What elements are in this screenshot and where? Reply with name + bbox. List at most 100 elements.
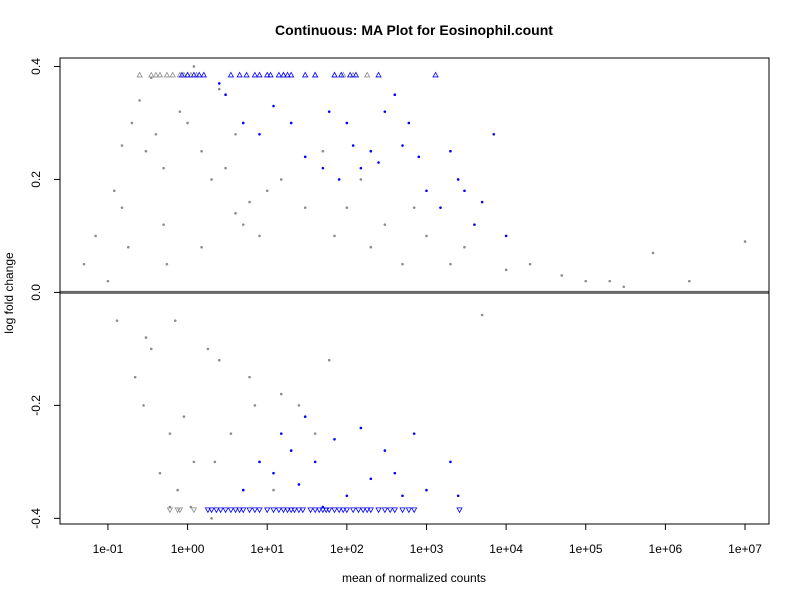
- clipped-point-up: [156, 71, 164, 78]
- data-point: [200, 149, 203, 153]
- data-point: [345, 206, 349, 209]
- data-point: [321, 149, 325, 153]
- series-not-significant: [82, 65, 747, 520]
- data-point: [297, 483, 301, 486]
- y-tick-label: 0.2: [29, 171, 43, 188]
- clipped-point-up: [196, 71, 203, 78]
- data-point: [449, 262, 452, 266]
- data-point: [359, 178, 363, 181]
- clipped-point-up: [169, 71, 176, 78]
- chart-title: Continuous: MA Plot for Eosinophil.count: [275, 22, 553, 38]
- y-tick-label: 0.4: [29, 58, 43, 75]
- data-point: [224, 166, 227, 170]
- data-point: [369, 149, 373, 153]
- data-point: [158, 471, 162, 475]
- data-point: [82, 262, 86, 266]
- series-significant-clipped-top: [178, 71, 439, 78]
- clipped-point-down: [316, 507, 323, 514]
- clipped-point-up: [200, 71, 208, 78]
- clipped-point-down: [190, 507, 198, 514]
- clipped-point-down: [176, 507, 184, 514]
- data-point: [234, 132, 237, 136]
- data-point: [106, 279, 110, 283]
- data-point: [393, 93, 397, 97]
- clipped-point-up: [256, 71, 263, 78]
- clipped-point-up: [280, 71, 287, 78]
- clipped-point-down: [375, 507, 382, 514]
- clipped-point-up: [288, 71, 295, 78]
- data-point: [178, 110, 182, 113]
- clipped-point-down: [381, 507, 389, 514]
- data-point: [337, 178, 341, 181]
- clipped-point-up: [363, 71, 371, 78]
- clipped-point-down: [456, 507, 463, 514]
- y-tick-label: -0.2: [29, 395, 43, 416]
- clipped-point-down: [386, 507, 394, 514]
- data-point: [377, 161, 380, 164]
- data-point: [313, 460, 317, 464]
- data-point: [351, 144, 355, 147]
- y-tick-label: 0.0: [29, 284, 43, 301]
- data-point: [327, 110, 331, 113]
- data-point: [112, 189, 116, 193]
- axes-layer: 1e-01 1e+00 1e+01 1e+02 1e+03 1e+04 1e+05 1e+06…: [29, 58, 762, 556]
- data-point: [130, 121, 134, 125]
- y-axis-title: log fold change: [2, 252, 16, 334]
- data-point: [303, 155, 307, 159]
- data-point: [272, 471, 275, 475]
- data-point: [272, 488, 275, 492]
- data-point: [138, 99, 141, 102]
- data-point: [217, 87, 221, 91]
- data-point: [210, 517, 213, 520]
- data-point: [369, 245, 373, 249]
- clipped-point-down: [343, 507, 351, 514]
- data-point: [279, 392, 283, 396]
- data-point: [297, 404, 301, 407]
- clipped-point-up: [243, 71, 250, 78]
- data-point: [253, 404, 257, 407]
- data-point: [133, 375, 137, 379]
- data-point: [417, 155, 421, 159]
- data-point: [560, 274, 564, 277]
- data-point: [313, 432, 317, 435]
- clipped-point-down: [355, 507, 362, 514]
- data-point: [115, 319, 119, 322]
- clipped-point-up: [251, 71, 259, 78]
- clipped-point-up: [236, 71, 243, 78]
- data-point: [206, 347, 210, 351]
- data-point: [144, 336, 148, 339]
- clipped-point-up: [148, 71, 155, 78]
- clipped-point-up: [432, 71, 439, 78]
- clipped-point-down: [291, 507, 298, 514]
- clipped-point-up: [264, 71, 271, 78]
- data-point: [407, 121, 411, 125]
- data-point: [279, 432, 283, 435]
- x-tick-label: 1e+04: [489, 542, 523, 556]
- data-point: [120, 206, 124, 209]
- clipped-point-down: [399, 507, 406, 514]
- clipped-point-down: [213, 507, 220, 514]
- clipped-point-up: [331, 71, 338, 78]
- data-point: [425, 234, 428, 238]
- data-point: [162, 166, 165, 170]
- data-point: [258, 460, 261, 464]
- clipped-point-up: [187, 71, 195, 78]
- data-point: [303, 206, 307, 209]
- clipped-point-down: [391, 507, 398, 514]
- series-significant: [217, 82, 508, 509]
- clipped-point-down: [340, 507, 347, 514]
- data-point: [149, 347, 153, 351]
- data-point: [162, 223, 165, 226]
- clipped-point-down: [240, 507, 247, 514]
- data-point: [333, 437, 336, 441]
- data-point: [200, 245, 203, 249]
- x-tick-label: 1e+06: [649, 542, 683, 556]
- clipped-point-down: [232, 507, 239, 514]
- clipped-point-up: [352, 71, 360, 78]
- data-point: [345, 121, 349, 125]
- data-point: [272, 104, 275, 108]
- data-point: [303, 415, 307, 418]
- clipped-point-down: [217, 507, 224, 514]
- clipped-point-up: [275, 71, 283, 78]
